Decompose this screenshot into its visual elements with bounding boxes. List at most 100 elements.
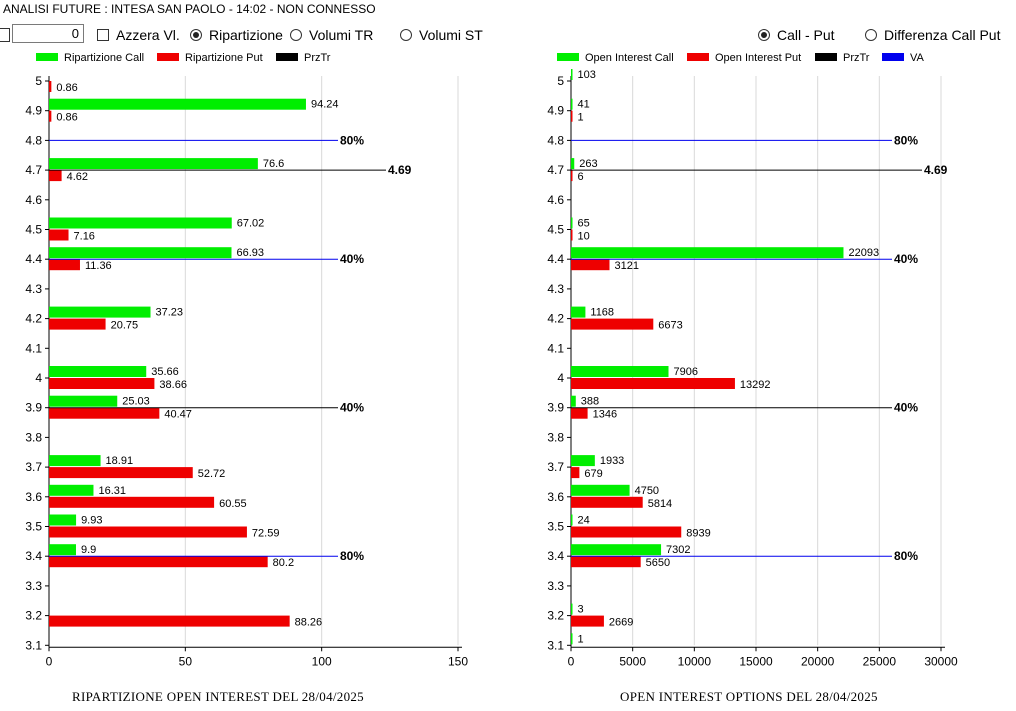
y-tick-label: 3.2 xyxy=(547,609,564,623)
put-value-label: 60.55 xyxy=(219,498,247,510)
radio-differenza[interactable]: Differenza Call Put xyxy=(865,27,1000,43)
y-tick-label: 4.1 xyxy=(25,341,42,355)
radio-call-put-label: Call - Put xyxy=(777,27,835,43)
call-value-label: 76.6 xyxy=(263,158,284,170)
legend-label: Ripartizione Call xyxy=(64,52,144,64)
call-value-label: 25.03 xyxy=(122,396,150,408)
legend-swatch xyxy=(276,53,298,61)
chart-ripartizione: Ripartizione Call Ripartizione Put PrzTr 5 4… xyxy=(25,52,468,668)
call-bar xyxy=(571,514,573,526)
y-tick-label: 3.4 xyxy=(547,549,564,563)
call-value-label: 41 xyxy=(578,99,590,111)
legend-label: Open Interest Call xyxy=(585,52,674,64)
put-value-label: 20.75 xyxy=(111,320,139,332)
radio-volumi-st[interactable]: Volumi ST xyxy=(400,27,483,43)
radio-dot[interactable] xyxy=(865,29,877,41)
legend-label: VA xyxy=(910,52,925,64)
number-input[interactable] xyxy=(12,24,84,43)
put-bar xyxy=(571,615,604,627)
call-bar xyxy=(49,366,147,377)
call-value-label: 1933 xyxy=(600,455,624,467)
put-value-label: 11.36 xyxy=(85,260,112,272)
call-bar xyxy=(49,247,232,259)
put-bar xyxy=(571,170,573,182)
call-value-label: 66.93 xyxy=(236,247,264,259)
put-value-label: 52.72 xyxy=(198,468,226,480)
put-value-label: 2669 xyxy=(609,617,633,629)
put-value-label: 1346 xyxy=(593,409,617,421)
call-bar xyxy=(49,158,258,170)
put-bar xyxy=(49,170,62,182)
y-tick-label: 3.8 xyxy=(547,430,564,444)
call-value-label: 65 xyxy=(578,218,590,230)
radio-volumi-tr[interactable]: Volumi TR xyxy=(290,27,373,43)
y-tick-label: 4 xyxy=(35,371,42,385)
radio-dot-selected[interactable] xyxy=(190,29,202,41)
radio-call-put[interactable]: Call - Put xyxy=(758,27,835,43)
radio-dot-selected[interactable] xyxy=(758,29,770,41)
extra-checkbox[interactable] xyxy=(0,28,10,42)
x-tick-label: 20000 xyxy=(801,654,835,668)
radio-dot[interactable] xyxy=(290,29,302,41)
y-tick-label: 3.9 xyxy=(547,401,564,415)
y-tick-label: 3.7 xyxy=(547,460,564,474)
caption-right: OPEN INTEREST OPTIONS DEL 28/04/2025 xyxy=(620,689,878,704)
put-bar xyxy=(571,407,588,419)
call-bar xyxy=(49,484,94,496)
y-tick-label: 4 xyxy=(557,371,564,385)
put-value-label: 3121 xyxy=(614,260,638,272)
x-tick-label: 10000 xyxy=(678,654,712,668)
put-value-label: 5814 xyxy=(648,498,672,510)
azzera-checkbox[interactable]: Azzera Vl. xyxy=(97,27,180,43)
put-value-label: 5650 xyxy=(646,557,670,569)
legend-swatch xyxy=(687,53,709,61)
call-bar xyxy=(49,98,306,110)
y-tick-label: 3.8 xyxy=(25,430,42,444)
put-value-label: 10 xyxy=(578,231,590,243)
call-value-label: 1 xyxy=(578,633,584,645)
reference-line-label: 80% xyxy=(340,549,364,563)
legend-label: Ripartizione Put xyxy=(185,52,263,64)
put-value-label: 72.59 xyxy=(252,528,280,540)
put-value-label: 0.86 xyxy=(56,112,77,124)
y-tick-label: 4.8 xyxy=(25,133,42,147)
checkbox-box[interactable] xyxy=(97,29,109,41)
put-bar xyxy=(49,229,69,241)
chart-open-interest: Open Interest Call Open Interest Put PrzTr… xyxy=(547,52,958,668)
y-tick-label: 3.5 xyxy=(25,520,42,534)
radio-dot[interactable] xyxy=(400,29,412,41)
legend-swatch xyxy=(882,53,904,61)
put-value-label: 0.86 xyxy=(56,82,77,94)
call-value-label: 4750 xyxy=(635,485,659,497)
y-tick-label: 4.3 xyxy=(25,282,42,296)
call-value-label: 18.91 xyxy=(106,455,134,467)
put-bar xyxy=(49,110,52,122)
put-value-label: 1 xyxy=(578,112,584,124)
call-value-label: 22093 xyxy=(848,247,879,259)
reference-line-label: 4.69 xyxy=(924,163,948,177)
y-tick-label: 4.3 xyxy=(547,282,564,296)
put-bar xyxy=(49,407,160,419)
call-bar xyxy=(49,395,118,407)
y-tick-label: 4.9 xyxy=(25,104,42,118)
call-value-label: 16.31 xyxy=(98,485,126,497)
call-value-label: 67.02 xyxy=(237,218,265,230)
y-tick-label: 3.1 xyxy=(547,638,564,652)
call-value-label: 37.23 xyxy=(156,307,184,319)
radio-differenza-label: Differenza Call Put xyxy=(884,27,1001,43)
put-value-label: 7.16 xyxy=(74,231,95,243)
caption-left: RIPARTIZIONE OPEN INTEREST DEL 28/04/202… xyxy=(72,689,364,704)
reference-line-label: 40% xyxy=(340,252,364,266)
radio-volumi-st-label: Volumi ST xyxy=(419,27,483,43)
put-bar xyxy=(571,496,643,508)
call-bar xyxy=(571,633,573,645)
y-tick-label: 5 xyxy=(557,74,564,88)
radio-ripartizione[interactable]: Ripartizione xyxy=(190,27,283,43)
put-bar xyxy=(49,378,155,389)
x-tick-label: 100 xyxy=(312,654,332,668)
radio-volumi-tr-label: Volumi TR xyxy=(309,27,374,43)
call-bar xyxy=(571,306,586,318)
put-value-label: 4.62 xyxy=(67,171,88,183)
call-bar xyxy=(571,603,573,615)
call-value-label: 9.93 xyxy=(81,515,102,527)
